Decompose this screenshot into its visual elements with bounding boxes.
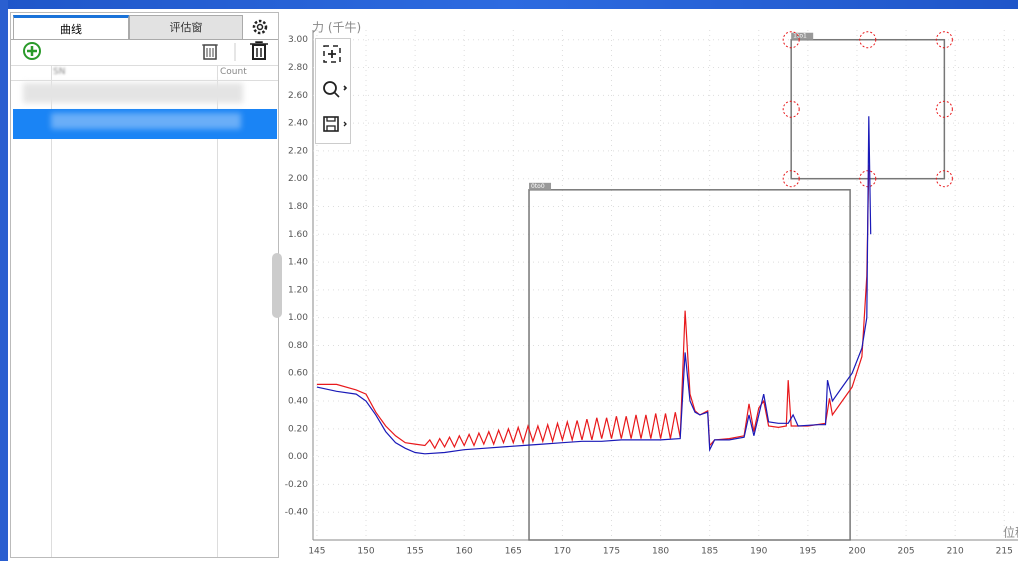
delete-selected-button[interactable]	[202, 45, 218, 59]
save-icon[interactable]	[324, 117, 338, 131]
y-tick-label: 0.80	[288, 341, 308, 351]
lines	[317, 116, 871, 454]
tab-windows[interactable]: 评估窗	[129, 15, 243, 40]
y-tick-label: 2.60	[288, 91, 308, 101]
x-tick-label: 185	[701, 547, 718, 557]
x-tick-label: 170	[554, 547, 571, 557]
x-tick-label: 150	[357, 547, 374, 557]
y-tick-label: 0.00	[288, 452, 308, 462]
window-label: 1to1	[793, 33, 807, 40]
delete-all-button[interactable]	[250, 42, 268, 59]
grid: 3.002.802.602.402.202.001.801.601.401.20…	[285, 30, 1018, 557]
settings-icon[interactable]	[251, 15, 518, 65]
row-blurred	[23, 83, 243, 103]
x-tick-label: 155	[407, 547, 424, 557]
x-tick-label: 145	[308, 547, 325, 557]
y-tick-label: -0.20	[285, 480, 309, 490]
row-blurred	[51, 113, 241, 129]
x-tick-label: 160	[456, 547, 473, 557]
y-tick-label: 1.40	[288, 258, 308, 268]
x-axis-title: 位移	[1003, 525, 1018, 540]
eval-window	[529, 190, 850, 540]
x-tick-label: 195	[799, 547, 816, 557]
x-tick-label: 180	[652, 547, 669, 557]
tab-curves[interactable]: 曲线	[13, 15, 129, 39]
y-tick-label: 1.80	[288, 202, 308, 212]
y-tick-label: 0.60	[288, 369, 308, 379]
y-tick-label: 2.40	[288, 119, 308, 129]
window-label: 0to0	[531, 183, 545, 190]
y-tick-label: 1.20	[288, 285, 308, 295]
panel-toolbar	[11, 40, 278, 64]
windows: 0to0 1to1	[529, 32, 952, 540]
x-tick-label: 205	[897, 547, 914, 557]
y-tick-label: 1.60	[288, 230, 308, 240]
x-tick-label: 210	[947, 547, 964, 557]
eval-window	[791, 40, 944, 179]
y-tick-label: 1.00	[288, 313, 308, 323]
header-count: Count	[220, 67, 247, 77]
curve	[317, 165, 869, 449]
x-tick-label: 175	[603, 547, 620, 557]
y-tick-label: 2.20	[288, 146, 308, 156]
x-tick-label: 165	[505, 547, 522, 557]
y-tick-label: 0.40	[288, 397, 308, 407]
y-tick-label: 0.20	[288, 424, 308, 434]
x-tick-label: 190	[750, 547, 767, 557]
splitter-handle[interactable]	[272, 253, 282, 318]
y-tick-label: -0.40	[285, 508, 309, 518]
y-tick-label: 2.00	[288, 174, 308, 184]
x-tick-label: 200	[848, 547, 865, 557]
curve-panel: 曲线 评估窗 SN Count	[10, 12, 279, 558]
header-sn: SN	[53, 67, 65, 77]
x-tick-label: 215	[996, 547, 1013, 557]
